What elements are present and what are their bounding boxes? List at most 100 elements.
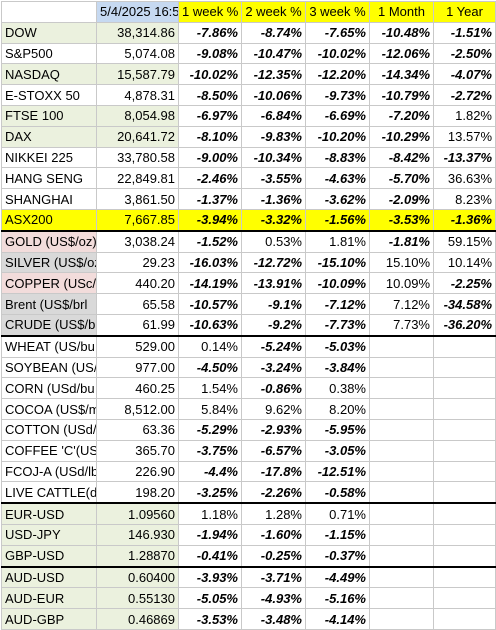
change-1-month-cell[interactable]: -5.70% [369, 167, 434, 190]
instrument-name-cell[interactable]: DOW [1, 21, 97, 44]
header-1-year[interactable]: 1 Year [433, 1, 496, 23]
change-1-month-cell[interactable] [369, 398, 434, 420]
instrument-name-cell[interactable]: CORN (USd/bu [1, 377, 97, 400]
change-3-week-cell[interactable]: -10.02% [305, 42, 370, 65]
change-1-year-cell[interactable]: -34.58% [433, 293, 496, 315]
change-3-week-cell[interactable]: -4.49% [305, 565, 370, 589]
price-cell[interactable]: 33,780.58 [96, 146, 179, 169]
change-1-month-cell[interactable]: -10.79% [369, 84, 434, 106]
change-1-week-cell[interactable]: -3.93% [178, 565, 242, 589]
price-cell[interactable]: 3,861.50 [96, 188, 179, 210]
change-1-year-cell[interactable] [433, 587, 496, 610]
change-1-year-cell[interactable] [433, 523, 496, 546]
price-cell[interactable]: 22,849.81 [96, 167, 179, 190]
price-cell[interactable]: 20,641.72 [96, 125, 179, 148]
change-3-week-cell[interactable]: -7.12% [305, 293, 370, 315]
instrument-name-cell[interactable]: S&P500 [1, 42, 97, 65]
change-1-month-cell[interactable] [369, 523, 434, 546]
price-cell[interactable]: 5,074.08 [96, 42, 179, 65]
header-datetime[interactable]: 5/4/2025 16:52 [96, 1, 179, 23]
change-1-week-cell[interactable]: -1.37% [178, 188, 242, 210]
change-2-week-cell[interactable]: -2.26% [241, 481, 306, 504]
change-2-week-cell[interactable]: -1.36% [241, 188, 306, 210]
change-3-week-cell[interactable]: -5.03% [305, 334, 370, 358]
change-1-week-cell[interactable]: -3.75% [178, 439, 242, 462]
change-2-week-cell[interactable]: -3.32% [241, 208, 306, 232]
change-3-week-cell[interactable]: -3.62% [305, 188, 370, 210]
change-1-month-cell[interactable] [369, 481, 434, 504]
change-1-month-cell[interactable]: -8.42% [369, 146, 434, 169]
change-1-year-cell[interactable]: -1.51% [433, 21, 496, 44]
price-cell[interactable]: 0.60400 [96, 565, 179, 589]
change-3-week-cell[interactable]: 1.81% [305, 229, 370, 253]
change-2-week-cell[interactable]: 0.53% [241, 229, 306, 253]
change-1-year-cell[interactable]: 8.23% [433, 188, 496, 210]
price-cell[interactable]: 61.99 [96, 313, 179, 337]
change-2-week-cell[interactable]: -3.24% [241, 356, 306, 379]
change-1-year-cell[interactable] [433, 460, 496, 483]
change-1-year-cell[interactable] [433, 418, 496, 441]
change-2-week-cell[interactable]: -9.2% [241, 313, 306, 337]
change-2-week-cell[interactable]: -3.71% [241, 565, 306, 589]
change-1-month-cell[interactable]: -10.48% [369, 21, 434, 44]
change-1-month-cell[interactable]: -2.09% [369, 188, 434, 210]
change-1-week-cell[interactable]: -9.00% [178, 146, 242, 169]
change-1-month-cell[interactable]: -1.81% [369, 229, 434, 253]
change-1-month-cell[interactable]: -14.34% [369, 63, 434, 86]
change-3-week-cell[interactable]: 0.38% [305, 377, 370, 400]
change-1-month-cell[interactable]: 7.73% [369, 313, 434, 337]
change-2-week-cell[interactable]: -6.84% [241, 104, 306, 127]
instrument-name-cell[interactable]: EUR-USD [1, 502, 97, 525]
instrument-name-cell[interactable]: E-STOXX 50 [1, 84, 97, 106]
change-1-week-cell[interactable]: -5.29% [178, 418, 242, 441]
change-1-year-cell[interactable] [433, 334, 496, 358]
change-3-week-cell[interactable]: -3.84% [305, 356, 370, 379]
change-1-month-cell[interactable] [369, 544, 434, 568]
change-2-week-cell[interactable]: -0.86% [241, 377, 306, 400]
header-corner-cell[interactable] [1, 1, 97, 23]
price-cell[interactable]: 529.00 [96, 334, 179, 358]
change-1-month-cell[interactable] [369, 460, 434, 483]
change-3-week-cell[interactable]: -1.56% [305, 208, 370, 232]
instrument-name-cell[interactable]: HANG SENG [1, 167, 97, 190]
change-1-week-cell[interactable]: -8.10% [178, 125, 242, 148]
instrument-name-cell[interactable]: SOYBEAN (US/ [1, 356, 97, 379]
change-2-week-cell[interactable]: -1.60% [241, 523, 306, 546]
change-1-week-cell[interactable]: -4.50% [178, 356, 242, 379]
change-2-week-cell[interactable]: 9.62% [241, 398, 306, 420]
change-2-week-cell[interactable]: -0.25% [241, 544, 306, 568]
instrument-name-cell[interactable]: USD-JPY [1, 523, 97, 546]
header-3-week[interactable]: 3 week % [305, 1, 370, 23]
change-3-week-cell[interactable]: -3.05% [305, 439, 370, 462]
price-cell[interactable]: 440.20 [96, 272, 179, 295]
change-2-week-cell[interactable]: -3.55% [241, 167, 306, 190]
change-1-year-cell[interactable] [433, 377, 496, 400]
change-3-week-cell[interactable]: -12.51% [305, 460, 370, 483]
instrument-name-cell[interactable]: GBP-USD [1, 544, 97, 568]
change-1-week-cell[interactable]: -0.41% [178, 544, 242, 568]
change-2-week-cell[interactable]: -9.83% [241, 125, 306, 148]
change-1-month-cell[interactable] [369, 587, 434, 610]
change-1-year-cell[interactable]: -4.07% [433, 63, 496, 86]
price-cell[interactable]: 365.70 [96, 439, 179, 462]
price-cell[interactable]: 7,667.85 [96, 208, 179, 232]
change-3-week-cell[interactable]: -0.58% [305, 481, 370, 504]
change-1-week-cell[interactable]: -10.02% [178, 63, 242, 86]
change-2-week-cell[interactable]: -13.91% [241, 272, 306, 295]
change-1-month-cell[interactable] [369, 565, 434, 589]
change-1-week-cell[interactable]: 1.54% [178, 377, 242, 400]
price-cell[interactable]: 0.55130 [96, 587, 179, 610]
change-1-year-cell[interactable] [433, 356, 496, 379]
header-2-week[interactable]: 2 week % [241, 1, 306, 23]
change-1-week-cell[interactable]: -2.46% [178, 167, 242, 190]
change-2-week-cell[interactable]: -2.93% [241, 418, 306, 441]
price-cell[interactable]: 226.90 [96, 460, 179, 483]
change-1-week-cell[interactable]: -6.97% [178, 104, 242, 127]
price-cell[interactable]: 8,512.00 [96, 398, 179, 420]
change-2-week-cell[interactable]: 1.28% [241, 502, 306, 525]
change-1-week-cell[interactable]: -9.08% [178, 42, 242, 65]
instrument-name-cell[interactable]: COTTON (USd/l [1, 418, 97, 441]
change-1-week-cell[interactable]: -1.52% [178, 229, 242, 253]
change-1-week-cell[interactable]: -4.4% [178, 460, 242, 483]
change-1-week-cell[interactable]: -1.94% [178, 523, 242, 546]
